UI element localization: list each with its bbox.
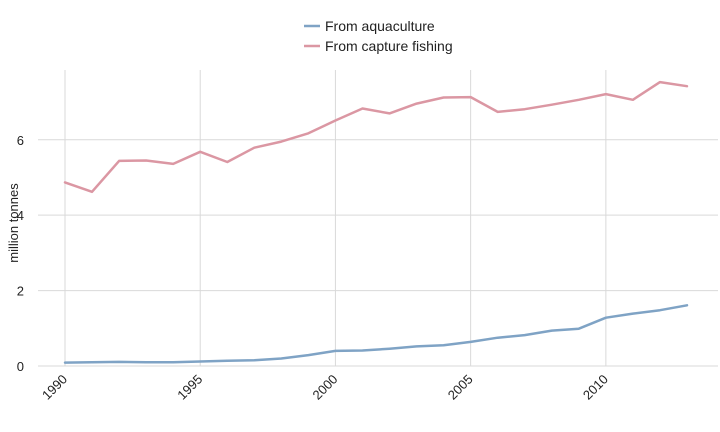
y-axis-tick-labels: 0 2 4 6	[17, 133, 24, 374]
series-line-aquaculture	[63, 304, 689, 364]
x-tick-label: 1995	[174, 372, 205, 403]
series-lines	[63, 80, 689, 364]
legend: From aquaculture From capture fishing	[304, 18, 453, 54]
y-tick-label: 4	[17, 208, 24, 223]
legend-entry-aquaculture: From aquaculture	[304, 18, 435, 34]
x-tick-label: 2010	[580, 372, 611, 403]
y-tick-label: 6	[17, 133, 24, 148]
x-tick-label: 2000	[309, 372, 340, 403]
gridlines	[38, 70, 718, 367]
legend-label-aquaculture: From aquaculture	[325, 18, 435, 34]
x-axis-tick-labels: 1990 1995 2000 2005 2010	[39, 372, 611, 403]
legend-entry-capture-fishing: From capture fishing	[304, 38, 453, 54]
legend-label-capture-fishing: From capture fishing	[325, 38, 453, 54]
y-tick-label: 0	[17, 359, 24, 374]
series-line-capture-fishing	[63, 80, 689, 194]
y-axis-title: million tonnes	[6, 183, 21, 263]
y-tick-label: 2	[17, 284, 24, 299]
x-tick-label: 1990	[39, 372, 70, 403]
x-tick-label: 2005	[445, 372, 476, 403]
